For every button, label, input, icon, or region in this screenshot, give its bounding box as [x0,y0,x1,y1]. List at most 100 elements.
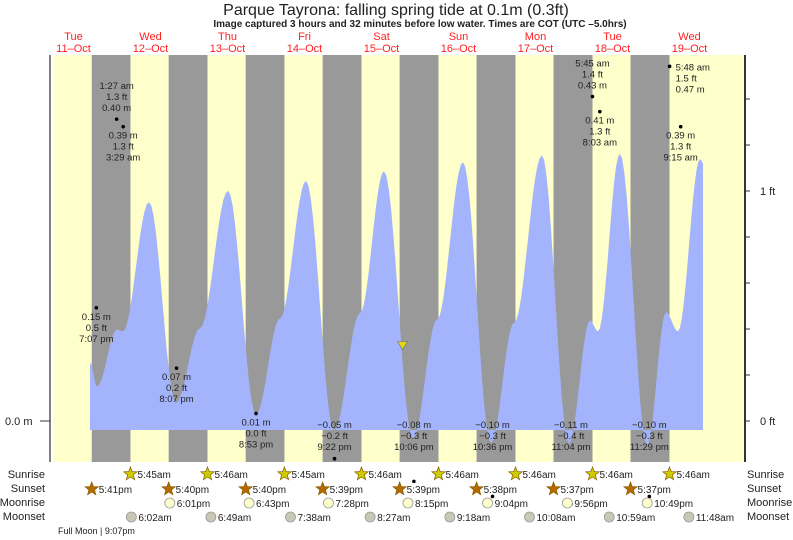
tide-extreme-label: 1.3 ft [589,127,610,138]
tide-extreme-point [332,456,337,461]
sunrise-icon [584,466,601,481]
tide-curve-area [89,153,704,446]
day-date-label: 18–Oct [595,43,630,55]
sunrise-time-label: 5:46am [523,470,556,481]
moonset-time-label: 11:48am [696,513,734,524]
day-date-label: 11–Oct [56,43,91,55]
day-date-label: 15–Oct [364,43,399,55]
moonset-icon [364,511,376,523]
day-date-label: 12–Oct [133,43,168,55]
sunrise-time-label: 5:46am [215,470,248,481]
moonrise-time-label: 9:04pm [495,499,528,510]
sunset-time-label: 5:40pm [176,485,209,496]
day-name-label: Mon [525,31,546,43]
right-axis-tick-label: 1 ft [760,186,775,198]
tide-extreme-label: 0.2 ft [166,383,187,394]
tide-extreme-label: −0.3 ft [636,431,663,442]
moonset-icon [125,511,137,523]
day-date-label: 19–Oct [672,43,707,55]
sunset-icon [622,481,639,496]
tide-extreme-label: 0.41 m [585,116,614,127]
tide-extreme-point [667,64,672,69]
moonrise-time-label: 6:43pm [256,499,289,510]
right-label-moonrise: Moonrise [747,497,792,509]
moonrise-time-label: 10:49pm [654,499,693,510]
sunset-icon [315,481,331,496]
moonset-time-label: 8:27am [377,513,410,524]
right-axis-tick-label: 0 ft [760,416,775,428]
sunset-time-label: 5:40pm [253,485,286,496]
day-date-label: 13–Oct [210,43,245,55]
tide-extreme-label: 10:36 pm [473,442,513,453]
tide-extreme-label: −0.3 ft [401,431,428,442]
tide-extreme-label: 9:15 am [664,153,698,164]
day-name-label: Wed [139,31,161,43]
sunrise-time-label: 5:45am [291,470,324,481]
tide-extreme-point [174,366,179,370]
tide-extreme-label: 9:22 pm [317,442,351,453]
tide-extreme-label: 7:07 pm [79,334,113,345]
tide-extreme-label: 10:06 pm [394,442,434,453]
sunrise-time-label: 5:46am [600,470,633,481]
tide-extreme-label: 1.5 ft [676,73,697,84]
sunrise-time-label: 5:46am [369,470,402,481]
moonset-icon [205,511,217,523]
sunrise-icon [430,466,447,481]
moon-phase-note: Full Moon | 9:07pm [58,526,135,536]
sunset-time-label: 5:41pm [99,485,132,496]
moonset-icon [524,511,535,523]
moonset-time-label: 10:08am [537,513,576,524]
tide-extreme-label: 0.43 m [578,81,607,92]
moonset-time-label: 7:38am [297,513,330,524]
moonset-time-label: 6:02am [138,513,171,524]
day-name-label: Sat [373,31,390,43]
sunrise-time-label: 5:46am [677,470,710,481]
day-name-label: Tue [64,31,83,43]
sunset-time-label: 5:37pm [561,485,594,496]
sunrise-icon [507,466,524,481]
tide-extreme-point [678,124,683,129]
moonrise-icon [323,497,334,509]
tide-extreme-label: −0.05 m [317,420,352,431]
sunrise-icon [661,466,678,481]
tide-extreme-point [590,94,595,99]
right-label-sunset: Sunset [747,483,781,495]
moonrise-icon [402,497,414,509]
moonrise-icon [164,497,176,509]
moonrise-time-label: 8:15pm [415,499,448,510]
sunrise-time-label: 5:45am [137,470,170,481]
tide-extreme-point [490,494,495,499]
day-name-label: Fri [298,31,311,43]
chart-title: Parque Tayrona: falling spring tide at 0… [223,2,569,19]
sunset-time-label: 5:39pm [407,485,440,496]
moonrise-time-label: 9:56pm [574,499,607,510]
tide-extreme-point [254,411,258,416]
chart-subtitle: Image captured 3 hours and 32 minutes be… [213,19,626,30]
moonrise-time-label: 6:01pm [177,499,210,510]
right-label-sunrise: Sunrise [747,469,784,481]
day-date-label: 14–Oct [287,43,322,55]
tide-extreme-label: 0.0 ft [245,428,266,439]
tide-extreme-label: 0.40 m [102,103,131,114]
tide-extreme-point [121,124,125,129]
day-name-label: Sun [449,31,469,43]
sunrise-icon [122,466,139,481]
current-level-marker [396,341,409,351]
left-label-sunrise: Sunrise [8,469,45,481]
tide-extreme-label: −0.2 ft [321,431,348,442]
tide-extreme-label: 5:48 am [676,62,710,73]
tide-extreme-label: 1.3 ft [670,142,691,153]
sunset-time-label: 5:38pm [484,485,517,496]
moonset-icon [603,511,615,523]
moonset-icon [683,511,695,523]
sunset-icon [161,481,177,496]
sunset-icon [468,481,485,496]
tide-extreme-label: 0.15 m [82,312,111,323]
moonset-icon [444,511,456,523]
tide-extreme-point [598,109,602,114]
moonrise-icon [641,497,653,509]
moonset-time-label: 9:18am [457,513,490,524]
moonrise-icon [482,497,493,509]
tide-extreme-label: 1.4 ft [582,70,603,81]
tide-extreme-label: 1.3 ft [113,142,134,153]
